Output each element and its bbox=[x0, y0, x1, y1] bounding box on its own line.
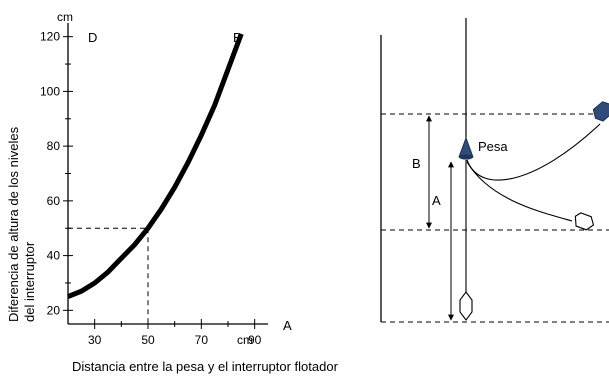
tank-diagram: Pesa B A bbox=[380, 18, 609, 323]
series-curve bbox=[67, 33, 244, 299]
x-axis-title: Distancia entre la pesa y el interruptor… bbox=[72, 359, 339, 374]
y-axis-title-line1: Diferencia de altura de los niveles bbox=[6, 126, 21, 322]
y-tick-label: 100 bbox=[40, 84, 60, 98]
curve-end-letter: B bbox=[233, 30, 242, 45]
chart: 20 40 60 80 100 120 30 50 70 90 cm D B cm A Difer… bbox=[6, 10, 339, 374]
y-tick-label: 60 bbox=[47, 194, 61, 208]
dimension-b-label: B bbox=[412, 156, 421, 171]
x-tick-label: 90 bbox=[248, 333, 262, 347]
lower-float-icon bbox=[574, 212, 595, 231]
y-axis-title-line2: del interruptor bbox=[22, 241, 37, 322]
y-unit-label: cm bbox=[57, 10, 73, 24]
y-tick-label: 120 bbox=[40, 30, 60, 44]
x-unit-label: cm bbox=[237, 333, 253, 347]
dimension-a-label: A bbox=[432, 193, 441, 208]
x-axis-letter: A bbox=[283, 318, 292, 333]
y-axis-letter: D bbox=[88, 30, 97, 45]
y-tick-label: 40 bbox=[47, 249, 61, 263]
y-tick-label: 20 bbox=[47, 303, 61, 317]
weight-label: Pesa bbox=[478, 139, 508, 154]
lower-float-cable bbox=[466, 161, 573, 222]
upper-float-icon bbox=[592, 101, 609, 122]
x-tick-label: 50 bbox=[141, 333, 155, 347]
x-tick-label: 70 bbox=[195, 333, 209, 347]
y-tick-label: 80 bbox=[47, 139, 61, 153]
bottom-float-icon bbox=[459, 291, 473, 321]
x-tick-label: 30 bbox=[88, 333, 102, 347]
weight-icon bbox=[458, 136, 474, 160]
